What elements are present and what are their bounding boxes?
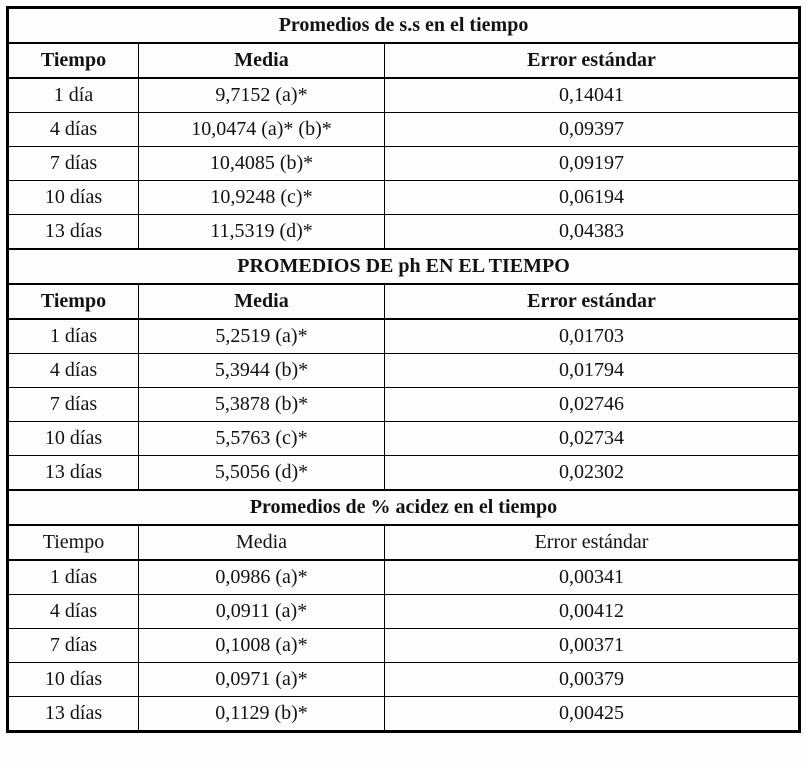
cell-error: 0,00341 bbox=[383, 559, 801, 595]
cell-error: 0,04383 bbox=[383, 214, 801, 250]
table-row: 10 días 5,5763 (c)* 0,02734 bbox=[7, 421, 801, 456]
table-row: 10 días 10,9248 (c)* 0,06194 bbox=[7, 180, 801, 215]
cell-tiempo: 4 días bbox=[7, 594, 139, 629]
column-header-error-estandar: Error estándar bbox=[383, 42, 801, 79]
section-ph: PROMEDIOS DE ph EN EL TIEMPO Tiempo Medi… bbox=[6, 248, 801, 491]
cell-tiempo: 1 días bbox=[7, 559, 139, 595]
section-title-ph: PROMEDIOS DE ph EN EL TIEMPO bbox=[6, 248, 801, 285]
cell-media: 5,3878 (b)* bbox=[138, 387, 385, 422]
table-row: 1 días 5,2519 (a)* 0,01703 bbox=[7, 318, 801, 354]
cell-media: 0,1129 (b)* bbox=[138, 696, 385, 732]
column-header-tiempo: Tiempo bbox=[7, 42, 139, 79]
section-title-acidez: Promedios de % acidez en el tiempo bbox=[6, 489, 801, 526]
section-acidez: Promedios de % acidez en el tiempo Tiemp… bbox=[6, 489, 801, 732]
cell-error: 0,01703 bbox=[383, 318, 801, 354]
section-title-ss: Promedios de s.s en el tiempo bbox=[6, 6, 801, 44]
table-row: 7 días 10,4085 (b)* 0,09197 bbox=[7, 146, 801, 181]
cell-media: 0,0911 (a)* bbox=[138, 594, 385, 629]
cell-error: 0,00425 bbox=[383, 696, 801, 732]
table-row: 1 días 0,0986 (a)* 0,00341 bbox=[7, 559, 801, 595]
cell-tiempo: 10 días bbox=[7, 421, 139, 456]
cell-media: 11,5319 (d)* bbox=[138, 214, 385, 250]
cell-tiempo: 10 días bbox=[7, 662, 139, 697]
table-row: 4 días 0,0911 (a)* 0,00412 bbox=[7, 594, 801, 629]
table-row: 13 días 5,5056 (d)* 0,02302 bbox=[7, 455, 801, 491]
column-header-error-estandar: Error estándar bbox=[383, 283, 801, 320]
cell-tiempo: 13 días bbox=[7, 455, 139, 491]
table-row: 4 días 5,3944 (b)* 0,01794 bbox=[7, 353, 801, 388]
column-header-media: Media bbox=[138, 42, 385, 79]
column-header-media: Media bbox=[138, 524, 385, 561]
section-title-row: Promedios de s.s en el tiempo bbox=[6, 6, 801, 44]
cell-media: 10,9248 (c)* bbox=[138, 180, 385, 215]
cell-tiempo: 7 días bbox=[7, 387, 139, 422]
cell-error: 0,09397 bbox=[383, 112, 801, 147]
cell-tiempo: 7 días bbox=[7, 628, 139, 663]
section-title-row: Promedios de % acidez en el tiempo bbox=[6, 489, 801, 526]
cell-media: 0,1008 (a)* bbox=[138, 628, 385, 663]
cell-media: 0,0986 (a)* bbox=[138, 559, 385, 595]
header-row: Tiempo Media Error estándar bbox=[7, 42, 801, 79]
cell-tiempo: 4 días bbox=[7, 353, 139, 388]
table-row: 7 días 5,3878 (b)* 0,02746 bbox=[7, 387, 801, 422]
cell-media: 10,4085 (b)* bbox=[138, 146, 385, 181]
averages-over-time-table: Promedios de s.s en el tiempo Tiempo Med… bbox=[6, 6, 802, 733]
cell-error: 0,02302 bbox=[383, 455, 801, 491]
cell-tiempo: 10 días bbox=[7, 180, 139, 215]
column-header-error-estandar: Error estándar bbox=[383, 524, 801, 561]
cell-tiempo: 13 días bbox=[7, 696, 139, 732]
cell-error: 0,00412 bbox=[383, 594, 801, 629]
cell-media: 5,3944 (b)* bbox=[138, 353, 385, 388]
table-row: 1 día 9,7152 (a)* 0,14041 bbox=[7, 77, 801, 113]
cell-tiempo: 4 días bbox=[7, 112, 139, 147]
section-ss: Promedios de s.s en el tiempo Tiempo Med… bbox=[6, 6, 801, 250]
cell-media: 9,7152 (a)* bbox=[138, 77, 385, 113]
cell-error: 0,02746 bbox=[383, 387, 801, 422]
cell-error: 0,02734 bbox=[383, 421, 801, 456]
section-title-row: PROMEDIOS DE ph EN EL TIEMPO bbox=[6, 248, 801, 285]
cell-error: 0,00371 bbox=[383, 628, 801, 663]
cell-media: 10,0474 (a)* (b)* bbox=[138, 112, 385, 147]
table-row: 10 días 0,0971 (a)* 0,00379 bbox=[7, 662, 801, 697]
cell-tiempo: 1 día bbox=[7, 77, 139, 113]
cell-media: 5,5763 (c)* bbox=[138, 421, 385, 456]
column-header-media: Media bbox=[138, 283, 385, 320]
cell-media: 5,2519 (a)* bbox=[138, 318, 385, 354]
table-row: 13 días 0,1129 (b)* 0,00425 bbox=[7, 696, 801, 732]
cell-error: 0,06194 bbox=[383, 180, 801, 215]
cell-error: 0,09197 bbox=[383, 146, 801, 181]
table-row: 13 días 11,5319 (d)* 0,04383 bbox=[7, 214, 801, 250]
column-header-tiempo: Tiempo bbox=[7, 524, 139, 561]
header-row: Tiempo Media Error estándar bbox=[7, 524, 801, 561]
table-row: 4 días 10,0474 (a)* (b)* 0,09397 bbox=[7, 112, 801, 147]
cell-error: 0,14041 bbox=[383, 77, 801, 113]
cell-error: 0,01794 bbox=[383, 353, 801, 388]
cell-tiempo: 7 días bbox=[7, 146, 139, 181]
cell-tiempo: 13 días bbox=[7, 214, 139, 250]
cell-tiempo: 1 días bbox=[7, 318, 139, 354]
cell-error: 0,00379 bbox=[383, 662, 801, 697]
cell-media: 0,0971 (a)* bbox=[138, 662, 385, 697]
table-row: 7 días 0,1008 (a)* 0,00371 bbox=[7, 628, 801, 663]
header-row: Tiempo Media Error estándar bbox=[7, 283, 801, 320]
column-header-tiempo: Tiempo bbox=[7, 283, 139, 320]
cell-media: 5,5056 (d)* bbox=[138, 455, 385, 491]
